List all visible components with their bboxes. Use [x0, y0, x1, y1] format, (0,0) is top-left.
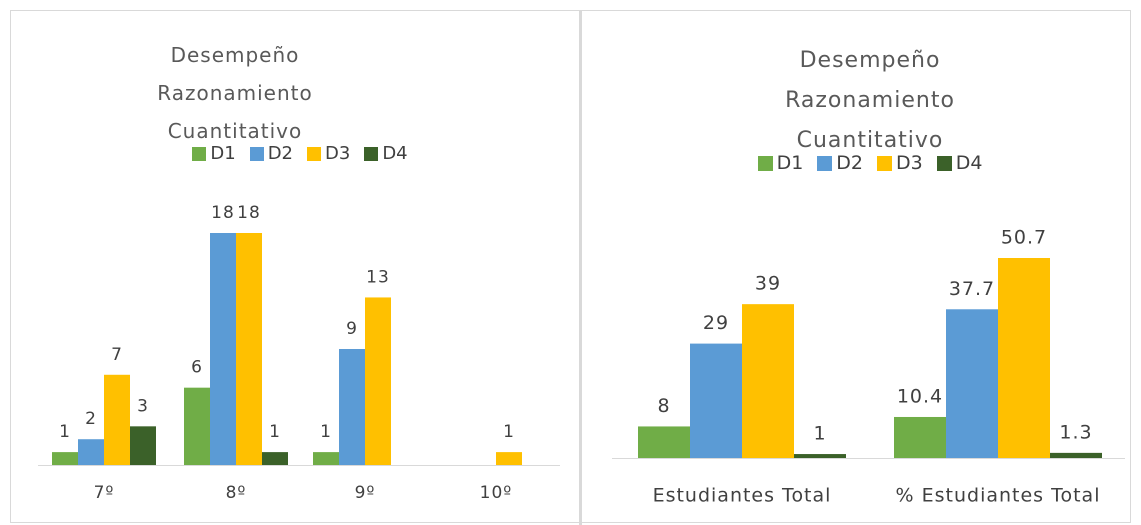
- bar: [365, 297, 391, 465]
- x-tick-label: 8º: [226, 483, 247, 503]
- frame: [10, 10, 1131, 523]
- legend-swatch: [877, 155, 892, 171]
- x-tick-label: Estudiantes Total: [653, 485, 832, 507]
- chart-title: Desempeño Razonamiento Cuantitativo: [157, 43, 313, 143]
- bar: [104, 374, 130, 465]
- data-label: 1: [269, 422, 281, 442]
- data-label: 2: [85, 409, 97, 429]
- x-tick-label: 7º: [94, 483, 115, 503]
- data-label: 1: [503, 422, 515, 442]
- legend-swatch: [936, 155, 952, 171]
- legend-item: D3: [307, 143, 350, 164]
- legend-swatch: [192, 146, 207, 161]
- legend-item: D4: [364, 143, 408, 164]
- data-label: 13: [366, 267, 390, 287]
- bar: [998, 258, 1050, 458]
- data-label: 1: [320, 422, 332, 442]
- data-label: 1: [813, 423, 826, 445]
- data-label: 39: [755, 273, 781, 295]
- legend-swatch: [364, 146, 379, 161]
- data-label: 29: [703, 312, 729, 334]
- bar: [496, 452, 522, 465]
- bar: [1050, 452, 1102, 458]
- data-label: 9: [346, 319, 358, 339]
- data-label: 10.4: [897, 385, 943, 407]
- bar: [690, 343, 742, 458]
- legend-label: D1: [210, 143, 236, 164]
- legend-label: D2: [836, 152, 863, 174]
- data-label: 1: [59, 422, 71, 442]
- legend-item: D1: [192, 143, 236, 164]
- legend-label: D4: [955, 152, 983, 174]
- legend-label: D1: [776, 152, 804, 174]
- data-label: 7: [111, 345, 123, 365]
- bar: [184, 387, 210, 465]
- x-tick-label: 10º: [480, 483, 513, 503]
- bar: [339, 349, 365, 465]
- legend-label: D3: [325, 143, 351, 164]
- legend-swatch: [307, 146, 321, 161]
- data-label: 6: [191, 358, 203, 378]
- bar: [236, 233, 262, 465]
- legend-label: D4: [382, 143, 408, 164]
- bar: [742, 304, 794, 458]
- bar: [894, 416, 946, 458]
- data-label: 18: [211, 203, 235, 223]
- bar: [946, 309, 998, 458]
- data-label: 37.7: [949, 278, 995, 300]
- legend: D1 D2 D3 D4: [50, 143, 550, 164]
- x-tick-label: % Estudiantes Total: [896, 485, 1101, 507]
- bar: [638, 426, 690, 458]
- bar: [262, 452, 288, 465]
- data-label: 18: [237, 203, 261, 223]
- chart-title: Desempeño Razonamiento Cuantitativo: [785, 48, 955, 153]
- data-label: 8: [657, 395, 670, 417]
- legend-item: D1: [757, 152, 804, 174]
- bar: [130, 426, 156, 465]
- bar: [78, 439, 104, 465]
- legend-label: D3: [896, 152, 923, 174]
- legend-swatch: [249, 146, 264, 161]
- legend-swatch: [757, 155, 773, 171]
- legend-label: D2: [267, 143, 293, 164]
- x-tick-label: 9º: [355, 483, 376, 503]
- data-label: 50.7: [1001, 227, 1047, 249]
- legend-swatch: [817, 155, 833, 171]
- bar: [794, 454, 846, 458]
- legend-item: D2: [817, 152, 863, 174]
- data-label: 3: [137, 396, 149, 416]
- legend-item: D3: [877, 152, 923, 174]
- legend: D1 D2 D3 D4: [620, 152, 1120, 174]
- data-label: 1.3: [1059, 421, 1092, 443]
- bar: [210, 233, 236, 465]
- legend-item: D4: [936, 152, 983, 174]
- legend-item: D2: [249, 143, 293, 164]
- bar: [52, 452, 78, 465]
- bar: [313, 452, 339, 465]
